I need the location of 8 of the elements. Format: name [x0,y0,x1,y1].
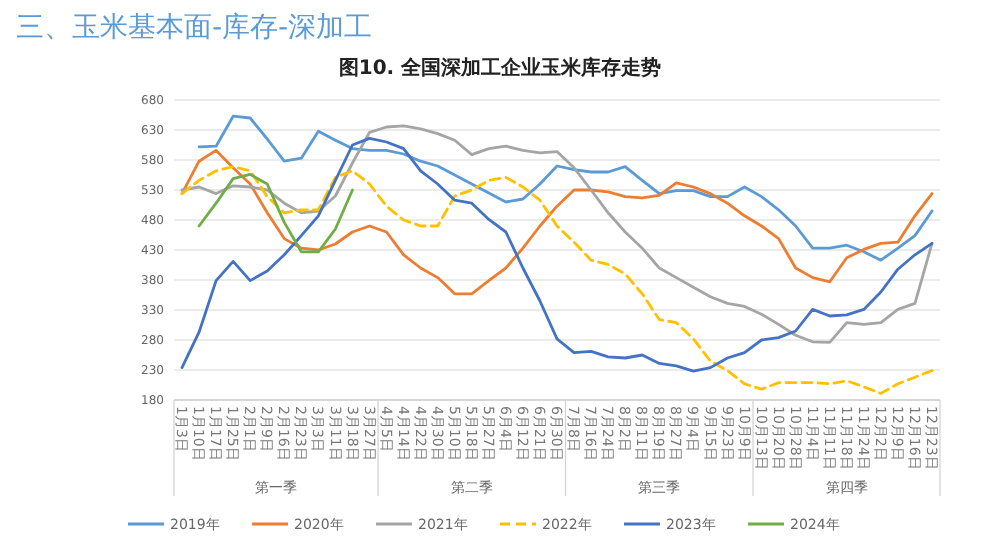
line-series [180,124,934,344]
line-series [180,137,934,373]
chart-title: 图10. 全国深加工企业玉米库存走势 [338,56,662,80]
line-series [197,114,934,262]
line-series [180,149,934,296]
chart-subtitle: 三、玉米基本面-库存-深加工 [16,12,373,44]
line-series [180,165,934,395]
line-series [197,173,354,254]
